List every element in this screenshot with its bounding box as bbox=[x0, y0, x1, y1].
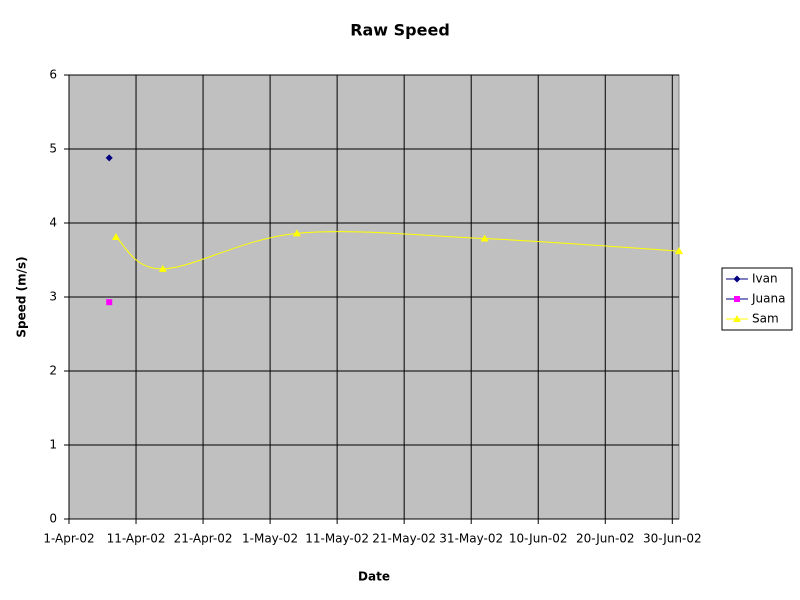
x-tick-label: 31-May-02 bbox=[439, 532, 503, 546]
y-axis-title: Speed (m/s) bbox=[15, 256, 29, 337]
x-axis-title: Date bbox=[358, 570, 390, 584]
x-tick-label: 20-Jun-02 bbox=[576, 532, 635, 546]
y-tick-label: 3 bbox=[49, 290, 57, 304]
legend-label: Ivan bbox=[752, 272, 778, 286]
x-tick-label: 10-Jun-02 bbox=[509, 532, 568, 546]
marker bbox=[105, 154, 113, 162]
y-tick-label: 0 bbox=[49, 512, 57, 526]
x-tick-label: 11-Apr-02 bbox=[107, 532, 166, 546]
x-tick-label: 1-May-02 bbox=[242, 532, 298, 546]
legend-label: Sam bbox=[752, 312, 779, 326]
marker bbox=[734, 296, 740, 302]
y-tick-label: 1 bbox=[49, 438, 57, 452]
legend-label: Juana bbox=[751, 292, 785, 306]
chart-title: Raw Speed bbox=[350, 21, 450, 40]
y-tick-label: 5 bbox=[49, 142, 57, 156]
marker bbox=[158, 264, 167, 272]
marker bbox=[106, 299, 113, 306]
marker bbox=[292, 229, 301, 237]
x-tick-label: 11-May-02 bbox=[305, 532, 369, 546]
marker bbox=[733, 275, 741, 283]
x-tick-label: 1-Apr-02 bbox=[43, 532, 94, 546]
legend: Ivan Juana Sam bbox=[721, 267, 793, 331]
marker bbox=[675, 247, 683, 255]
marker bbox=[733, 315, 741, 322]
x-tick-label: 30-Jun-02 bbox=[643, 532, 702, 546]
x-tick-label: 21-Apr-02 bbox=[174, 532, 233, 546]
marker bbox=[480, 234, 489, 242]
series-line bbox=[115, 231, 680, 270]
y-tick-label: 2 bbox=[49, 364, 57, 378]
marker bbox=[111, 233, 120, 241]
x-tick-label: 21-May-02 bbox=[372, 532, 436, 546]
y-tick-label: 4 bbox=[49, 216, 57, 230]
y-tick-label: 6 bbox=[49, 68, 57, 82]
